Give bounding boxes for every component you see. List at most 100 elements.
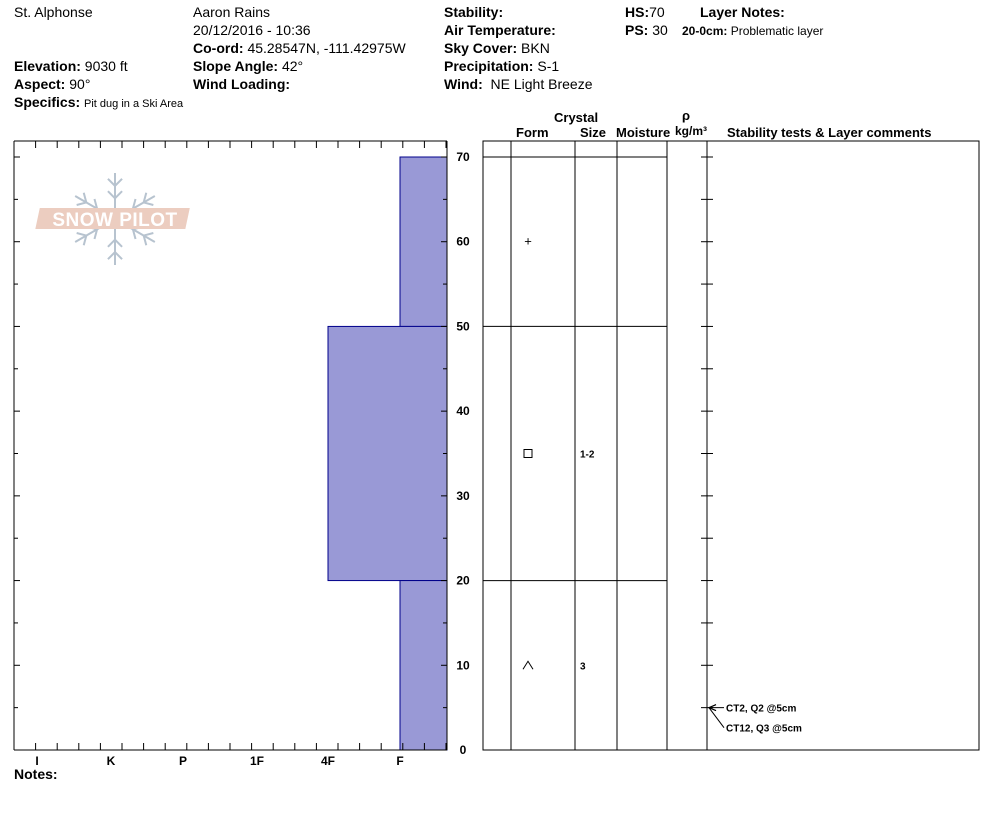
y-tick-label: 40	[456, 404, 470, 418]
logo-banner	[35, 208, 190, 229]
ps-value: 30	[652, 22, 668, 38]
y-tick-label: 20	[456, 574, 470, 588]
snowflake-branch	[114, 190, 123, 200]
test-result-label: CT12, Q3 @5cm	[726, 724, 802, 735]
snowflake-branch	[107, 178, 116, 187]
y-tick-label: 30	[456, 489, 470, 503]
hs-label: HS:	[625, 4, 650, 20]
specifics-label: Specifics:	[14, 94, 81, 110]
x-tick-label: K	[107, 754, 116, 768]
header-rho: ρ	[682, 108, 691, 123]
layer-notes-label: Layer Notes:	[700, 4, 785, 20]
crystal-form-symbol	[522, 660, 534, 670]
sky-value: BKN	[521, 40, 550, 56]
snowflake-branch	[114, 178, 123, 187]
slope-label: Slope Angle:	[193, 58, 279, 74]
snowflake-branch	[93, 229, 99, 240]
hs: HS:70	[625, 4, 665, 20]
snowflake-branch	[143, 201, 154, 206]
elevation: Elevation: 9030 ft	[14, 58, 128, 74]
x-tick-label: F	[396, 754, 403, 768]
y-tick-label: 60	[456, 235, 470, 249]
x-tick-label: I	[35, 754, 38, 768]
header-crystal: Crystal	[554, 110, 599, 125]
hardness-layer-bar	[327, 325, 448, 582]
hardness-layer-bar	[399, 580, 448, 751]
x-tick-label: 4F	[321, 754, 335, 768]
ps-label: PS:	[625, 22, 649, 38]
aspect-label: Aspect:	[14, 76, 66, 92]
table-border	[482, 140, 980, 751]
header-comments: Stability tests & Layer comments	[727, 125, 932, 140]
x-tick-label: 1F	[250, 754, 264, 768]
specifics: Specifics: Pit dug in a Ski Area	[14, 94, 183, 112]
snowflake-branch	[107, 190, 116, 200]
sky-cover: Sky Cover: BKN	[444, 40, 550, 56]
slope-angle: Slope Angle: 42°	[193, 58, 303, 74]
layer-note-text: Problematic layer	[730, 24, 824, 38]
observer: Aaron Rains	[193, 4, 271, 20]
test-pointer-arrow	[707, 704, 717, 712]
sky-label: Sky Cover:	[444, 40, 518, 56]
coord-value: 45.28547N, -111.42975W	[247, 40, 406, 56]
air-temperature: Air Temperature:	[444, 22, 556, 38]
snowflake-branch	[114, 238, 123, 248]
slope-value: 42°	[281, 58, 304, 74]
y-tick-label: 0	[460, 743, 467, 757]
layer-note-range: 20-0cm:	[682, 24, 728, 38]
crystal-size: 3	[580, 661, 586, 672]
coord-label: Co-ord:	[193, 40, 244, 56]
snowflake-branch	[131, 198, 137, 209]
wind-loading-label: Wind Loading:	[193, 76, 291, 92]
snowflake-branch	[143, 232, 154, 237]
elevation-value: 9030 ft	[84, 58, 128, 74]
crystal-size: 1-2	[580, 450, 595, 461]
snowflake-branch	[82, 235, 88, 246]
wind-loading: Wind Loading:	[193, 76, 290, 92]
header-form: Form	[516, 125, 549, 140]
stability-label: Stability:	[444, 4, 504, 20]
air-temp-label: Air Temperature:	[444, 22, 556, 38]
snowflake-branch	[76, 201, 87, 206]
snowflake-branch	[82, 192, 88, 203]
elevation-label: Elevation:	[14, 58, 81, 74]
header-size: Size	[580, 125, 607, 140]
snowflake-branch	[114, 251, 123, 260]
y-tick-label: 10	[456, 658, 470, 672]
crystal-form-symbol: +	[524, 234, 532, 249]
ps: PS: 30	[625, 22, 668, 38]
hardness-layer-bar	[399, 156, 448, 327]
snowflake-branch	[107, 238, 116, 248]
wind: Wind: NE Light Breeze	[444, 76, 592, 92]
wind-label: Wind:	[444, 76, 483, 92]
precipitation: Precipitation: S-1	[444, 58, 559, 74]
y-tick-label: 50	[456, 319, 470, 333]
snowflake-branch	[131, 229, 137, 240]
x-tick-label: P	[179, 754, 187, 768]
snowflake-branch	[107, 251, 116, 260]
header-density-unit: kg/m³	[675, 124, 708, 138]
stability: Stability:	[444, 4, 503, 20]
precip-label: Precipitation:	[444, 58, 534, 74]
wind-value: NE Light Breeze	[490, 76, 593, 92]
aspect: Aspect: 90°	[14, 76, 90, 92]
datetime: 20/12/2016 - 10:36	[193, 22, 311, 38]
snowflake-branch	[76, 232, 87, 237]
layer-note: 20-0cm: Problematic layer	[682, 23, 823, 39]
crystal-form-symbol	[523, 449, 533, 458]
hs-value: 70	[649, 4, 665, 20]
logo-text: SNOW PILOT	[52, 210, 177, 231]
snowpilot-logo: SNOW PILOT	[35, 173, 190, 265]
coord: Co-ord: 45.28547N, -111.42975W	[193, 40, 406, 56]
precip-value: S-1	[537, 58, 560, 74]
test-pointer-line	[708, 707, 725, 728]
notes-label: Notes:	[14, 766, 58, 782]
location: St. Alphonse	[14, 4, 93, 20]
snowflake-branch	[93, 198, 99, 209]
snowflake-branch	[142, 235, 148, 246]
test-result-label: CT2, Q2 @5cm	[726, 704, 796, 715]
aspect-value: 90°	[69, 76, 91, 92]
snowflake-branch	[142, 192, 148, 203]
y-tick-label: 70	[456, 150, 470, 164]
